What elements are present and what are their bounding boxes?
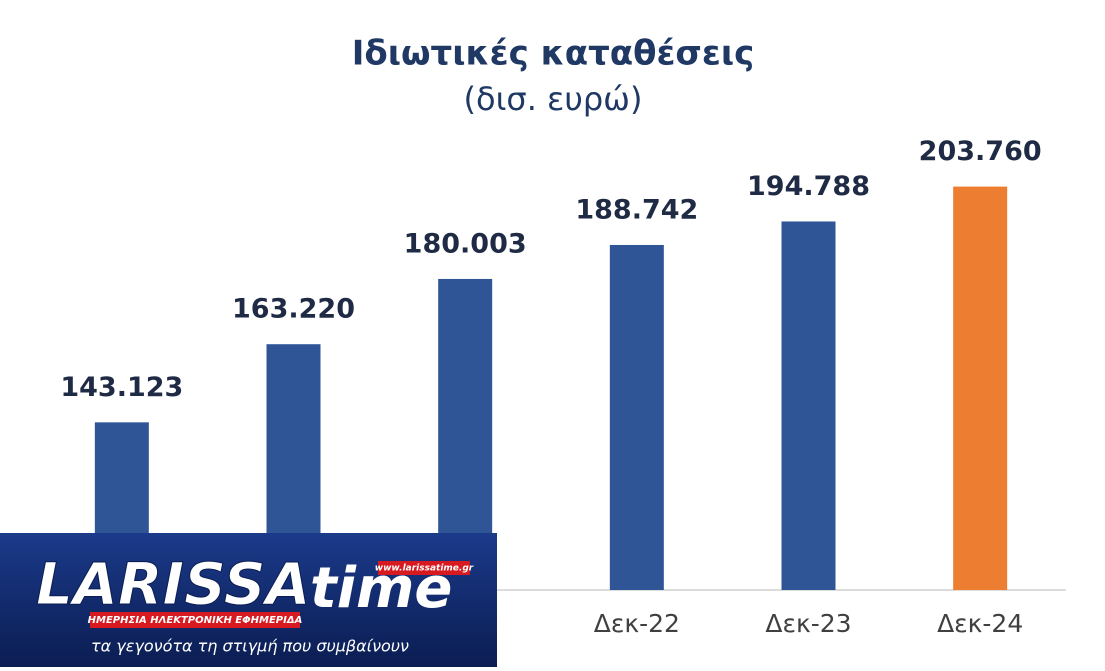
data-label: 143.123	[60, 372, 183, 403]
chart-title: Ιδιωτικές καταθέσεις	[352, 34, 755, 74]
logo-url: www.larissatime.gr	[375, 564, 474, 574]
logo-url-band	[378, 561, 470, 575]
data-label: 180.003	[404, 228, 527, 259]
logo-brand-left: LARISSA	[36, 550, 310, 618]
data-label: 194.788	[747, 171, 870, 202]
bar	[953, 186, 1008, 590]
watermark: LARISSA time www.larissatime.gr ΗΜΕΡΗΣΙΑ…	[0, 533, 497, 667]
watermark-box	[0, 533, 497, 667]
bar	[609, 244, 664, 590]
bar	[781, 221, 836, 591]
x-tick-label: Δεκ-22	[594, 609, 680, 638]
chart-subtitle: (δισ. ευρώ)	[464, 80, 643, 118]
data-label: 203.760	[919, 136, 1042, 167]
logo-tagline-band	[90, 612, 300, 628]
x-tick-label: Δεκ-24	[937, 609, 1023, 638]
logo-slogan: τα γεγονότα τη στιγμή που συμβαίνουν	[91, 637, 409, 656]
data-label: 188.742	[575, 194, 698, 225]
bars: 143.123 163.220 180.003 Δεκ-22 188.742 Δεκ-23…	[60, 136, 1041, 638]
x-tick-label: Δεκ-23	[765, 609, 851, 638]
data-label: 163.220	[232, 294, 355, 325]
logo-tagline: ΗΜΕΡΗΣΙΑ ΗΛΕΚΤΡΟΝΙΚΗ ΕΦΗΜΕΡΙΔΑ	[88, 615, 303, 626]
